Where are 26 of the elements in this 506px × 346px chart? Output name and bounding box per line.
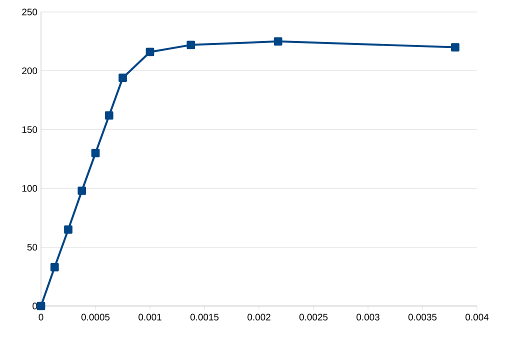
y-tick-label: 250 xyxy=(22,8,38,16)
x-tick-label: 0.002 xyxy=(248,314,270,320)
point xyxy=(104,111,114,120)
x-tick-label: 0.004 xyxy=(466,314,489,320)
x-tick-label: 0.003 xyxy=(356,314,380,320)
y-tick-label: 50 xyxy=(27,244,38,251)
point xyxy=(118,74,127,82)
x-tick-label: 0.0035 xyxy=(408,314,437,320)
x-tick-label: 0.001 xyxy=(138,314,162,320)
point xyxy=(50,263,59,272)
point xyxy=(91,148,100,158)
point xyxy=(36,302,46,310)
y-tick-label: 0 xyxy=(32,302,38,310)
point xyxy=(78,186,86,195)
x-tick-label: 0.0025 xyxy=(299,314,328,320)
point xyxy=(146,48,154,56)
y-tick-label: 150 xyxy=(22,126,38,133)
point xyxy=(186,40,196,50)
x-tick-label: 0.0015 xyxy=(190,314,219,320)
y-tick-label: 100 xyxy=(22,185,38,192)
x-tick-label: 0 xyxy=(38,314,44,320)
point xyxy=(451,43,460,52)
point xyxy=(64,225,72,234)
y-tick-label: 200 xyxy=(22,67,38,74)
x-tick-label: 0.0005 xyxy=(81,314,110,320)
point xyxy=(274,37,282,46)
